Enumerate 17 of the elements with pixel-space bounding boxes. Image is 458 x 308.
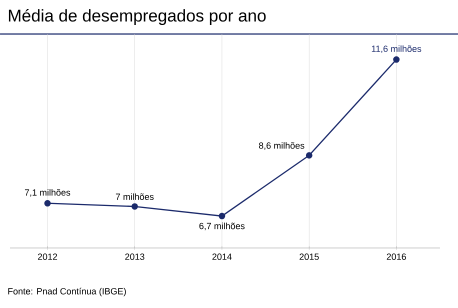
point: [393, 56, 400, 63]
chart-title: Média de desempregados por ano: [8, 8, 266, 26]
x-tick-label: 2013: [125, 254, 144, 260]
data-label: 7,1 milhões: [24, 189, 70, 197]
data-label: 7 milhões: [116, 193, 154, 200]
source-note: Fonte: Pnad Contínua (IBGE): [8, 288, 126, 296]
data-label: 11,6 milhões: [372, 45, 422, 54]
data-label: 8,6 milhões: [259, 142, 304, 150]
x-tick-label: 2016: [386, 254, 406, 260]
x-tick-label: 2014: [212, 254, 232, 260]
x-tick-label: 2015: [300, 254, 319, 260]
x-tick-label: 2012: [38, 254, 58, 260]
point: [218, 212, 226, 220]
point: [306, 152, 312, 159]
point: [131, 203, 138, 210]
data-label: 6,7 milhões: [199, 222, 245, 230]
point: [44, 200, 51, 207]
